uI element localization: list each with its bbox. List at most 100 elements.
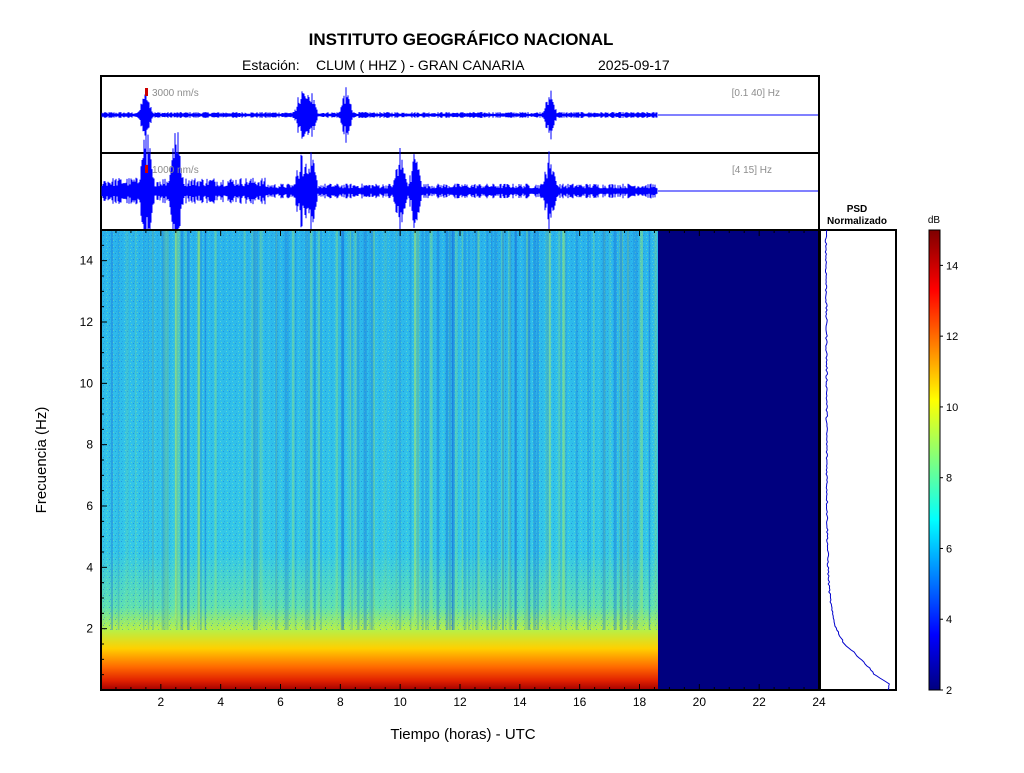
spectrogram-stripe — [197, 230, 201, 630]
spectrogram-stripe — [622, 230, 624, 630]
spectrogram-stripe — [365, 230, 367, 630]
x-tick-label: 12 — [453, 695, 467, 709]
scale-bar-1 — [145, 88, 148, 96]
spectrogram-stripe — [197, 230, 199, 630]
spectrogram-stripe — [463, 230, 467, 630]
spectrogram-stripe — [200, 230, 202, 630]
spectrogram-stripe — [134, 230, 137, 630]
spectrogram-stripe — [468, 230, 470, 630]
spectrogram-stripe — [167, 230, 169, 630]
spectrogram-stripe — [399, 230, 402, 630]
spectrogram-stripe — [461, 230, 464, 630]
spectrogram-stripe — [455, 230, 458, 630]
spectrogram-stripe — [608, 230, 611, 630]
spectrogram-stripe — [318, 230, 321, 630]
y-tick-label: 4 — [86, 560, 93, 574]
spectrogram-stripe — [177, 230, 179, 630]
spectrogram-stripe — [514, 230, 517, 630]
date-label: 2025-09-17 — [598, 57, 670, 73]
colorbar-tick-label: 4 — [946, 614, 952, 626]
spectrogram-stripe — [505, 230, 507, 630]
spectrogram-stripe — [354, 230, 356, 630]
spectrogram-stripe — [335, 230, 339, 630]
spectrogram-stripe — [593, 230, 595, 630]
spectrogram-stripe — [639, 230, 643, 630]
colorbar-tick-label: 10 — [946, 402, 958, 414]
spectrogram-stripe — [197, 230, 200, 630]
spectrogram-stripe — [563, 230, 566, 630]
spectrogram-stripe — [436, 230, 440, 630]
spectrogram-stripe — [214, 230, 217, 630]
spectrogram-stripe — [509, 230, 512, 630]
spectrogram-stripe — [561, 230, 565, 630]
spectrogram-stripe — [251, 230, 254, 630]
spectrogram-stripe — [259, 230, 261, 630]
spectrogram-stripe — [184, 230, 188, 630]
spectrogram-stripe — [527, 230, 531, 630]
spectrogram-stripe — [560, 230, 562, 630]
spectrogram-stripe — [627, 230, 629, 630]
spectrogram-stripe — [565, 230, 567, 630]
scale-label-2: 1000 nm/s — [152, 165, 199, 176]
station-name: CLUM ( HHZ ) - GRAN CANARIA — [316, 57, 525, 73]
y-axis-label: Frecuencia (Hz) — [33, 407, 50, 514]
spectrogram-stripe — [176, 230, 178, 630]
colorbar-tick-label: 12 — [946, 331, 958, 343]
spectrogram-stripe — [110, 230, 113, 630]
colorbar-tick-label: 8 — [946, 473, 952, 485]
spectrogram-stripe — [545, 230, 549, 630]
spectrogram-stripe — [152, 230, 154, 630]
spectrogram-stripe — [626, 230, 629, 630]
colorbar-unit: dB — [928, 215, 941, 226]
spectrogram-stripe — [347, 230, 351, 630]
psd-subtitle: Normalizado — [827, 216, 887, 227]
filter-label-1: [0.1 40] Hz — [732, 88, 780, 99]
spectrogram-stripe — [180, 230, 184, 630]
y-tick-label: 10 — [80, 376, 94, 390]
waveform-panel-broadband: 3000 nm/s [0.1 40] Hz — [100, 75, 820, 154]
x-axis-label: Tiempo (horas) - UTC — [390, 726, 535, 743]
scale-bar-2 — [145, 165, 148, 173]
spectrogram-stripe — [558, 230, 561, 630]
spectrogram-stripe — [452, 230, 454, 630]
spectrogram-stripe — [161, 230, 165, 630]
spectrogram-stripe — [508, 230, 511, 630]
spectrogram-stripe — [490, 230, 493, 630]
spectrogram-stripe — [417, 230, 419, 630]
spectrogram-stripe — [287, 230, 289, 630]
spectrogram-stripe — [125, 230, 129, 630]
x-tick-label: 2 — [157, 695, 164, 709]
spectrogram-stripe — [306, 230, 308, 630]
x-tick-label: 24 — [812, 695, 826, 709]
spectrogram-stripe — [628, 230, 631, 630]
y-tick-label: 12 — [80, 315, 94, 329]
spectrogram-stripe — [448, 230, 451, 630]
spectrogram-stripe — [536, 230, 539, 630]
spectrogram-stripe — [373, 230, 375, 630]
spectrogram-stripe — [371, 230, 374, 630]
colorbar-gradient — [928, 229, 941, 691]
spectrogram-stripe — [451, 230, 453, 630]
spectrogram-stripe — [151, 230, 154, 630]
spectrogram-stripe — [255, 230, 258, 630]
spectrogram-stripe — [508, 230, 512, 630]
spectrogram-stripe — [633, 230, 636, 630]
spectrogram-stripe — [524, 230, 527, 630]
spectrogram-stripe — [613, 230, 617, 630]
psd-panel: PSD Normalizado — [819, 204, 897, 691]
spectrogram-texture — [101, 230, 658, 630]
spectrogram-stripe — [369, 230, 371, 630]
spectrogram-stripe — [641, 230, 643, 630]
psd-title: PSD — [847, 204, 868, 215]
spectrogram-stripe — [341, 230, 343, 630]
spectrogram-stripe — [421, 230, 424, 630]
spectrogram-stripe — [308, 230, 311, 630]
waveform-2-trace — [101, 132, 658, 250]
spectrogram-stripe — [409, 230, 412, 630]
spectrogram-stripe — [618, 230, 621, 630]
spectrogram-stripe — [587, 230, 589, 630]
spectrogram-stripe — [425, 230, 428, 630]
spectrogram-stripe — [340, 230, 344, 630]
